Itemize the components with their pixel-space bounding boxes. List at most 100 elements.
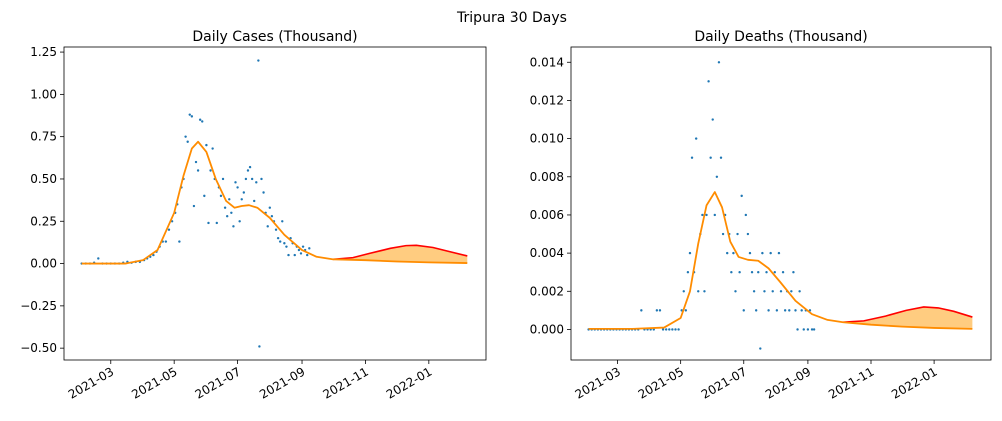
data-point [690,156,694,159]
data-point [798,290,801,293]
data-point [221,177,225,181]
data-point [715,175,719,178]
data-point [773,271,776,274]
data-point [655,309,659,312]
data-point [694,137,698,140]
data-point [717,61,721,64]
data-point [736,232,739,236]
data-point [234,181,237,184]
y-tick-label: 0.00 [30,257,57,271]
chart-panel-daily-deaths: Daily Deaths (Thousand) 0.000 0.002 0.004 0.… [530,29,992,402]
y-tick-label: −0.25 [20,299,57,313]
y-tick-label: 0.50 [30,172,57,186]
y-tick-label: 0.25 [30,214,57,228]
data-point [198,118,202,121]
data-point [748,251,752,255]
data-point [744,213,748,217]
data-point [682,290,685,293]
y-tick-label: 0.006 [530,208,564,222]
data-point [802,328,805,331]
data-point [253,199,256,203]
data-point [240,198,243,201]
data-point [301,245,305,248]
x-tick-label: 2022-01 [384,364,434,401]
data-point [734,290,737,293]
data-point [763,290,766,293]
data-point [742,309,745,312]
data-point [219,194,223,198]
data-point [711,118,714,121]
data-point [281,220,284,223]
data-point [769,251,772,255]
data-point [806,328,810,331]
data-point [794,309,797,312]
data-point [765,271,768,274]
data-point [777,251,781,255]
data-point [752,290,756,293]
y-tick-label: 1.00 [30,87,57,101]
data-point [701,213,704,217]
x-tick-label: 2021-09 [763,364,813,401]
data-point [812,328,816,331]
data-point [713,213,716,217]
y-tick-label: 0.010 [530,132,564,146]
x-tick-label: 2021-11 [321,364,371,401]
data-point [299,252,303,255]
data-point [228,198,231,201]
x-tick-label: 2021-03 [66,364,116,401]
data-point [274,228,278,231]
data-point [686,271,690,274]
data-point [705,213,708,217]
data-point [719,156,723,159]
data-point [246,169,250,172]
data-point [779,290,783,293]
y-tick-label: −0.50 [20,341,57,355]
data-point [283,242,286,245]
data-point [232,225,235,228]
data-point [285,245,288,248]
data-point [178,240,181,243]
data-point [186,140,189,143]
y-tick-label: 0.75 [30,130,57,144]
y-tick-label: 0.014 [530,55,564,69]
data-point [201,120,204,123]
data-point [258,345,261,348]
data-point [697,290,700,293]
data-point [242,191,246,194]
data-point [721,232,725,236]
data-point [225,214,229,218]
data-point [707,80,710,83]
y-tick-label: 0.000 [530,322,564,336]
data-point [255,181,258,184]
data-point [190,115,194,118]
data-point [205,143,208,147]
fitted-line [588,191,973,330]
y-tick-label: 0.004 [530,246,564,260]
x-tick-label: 2021-07 [699,364,749,401]
data-point [740,194,743,198]
data-point [266,225,269,228]
data-point [783,309,787,312]
forecast-band [843,306,973,329]
data-point [248,165,252,169]
data-point [664,328,668,331]
data-point [788,309,791,312]
chart-title: Daily Deaths (Thousand) [694,29,867,45]
data-point [257,59,260,62]
y-tick-label: 0.002 [530,284,564,298]
data-point [194,160,198,164]
data-point [97,257,100,260]
data-point [238,220,241,223]
data-point [750,271,754,274]
data-point [250,177,254,181]
data-point [287,253,290,257]
data-point [207,221,210,225]
data-point [276,236,280,240]
data-point [674,328,677,331]
data-point [188,113,191,116]
data-point [738,271,741,274]
data-point [668,328,671,331]
data-point [260,177,263,181]
data-point [297,248,301,252]
